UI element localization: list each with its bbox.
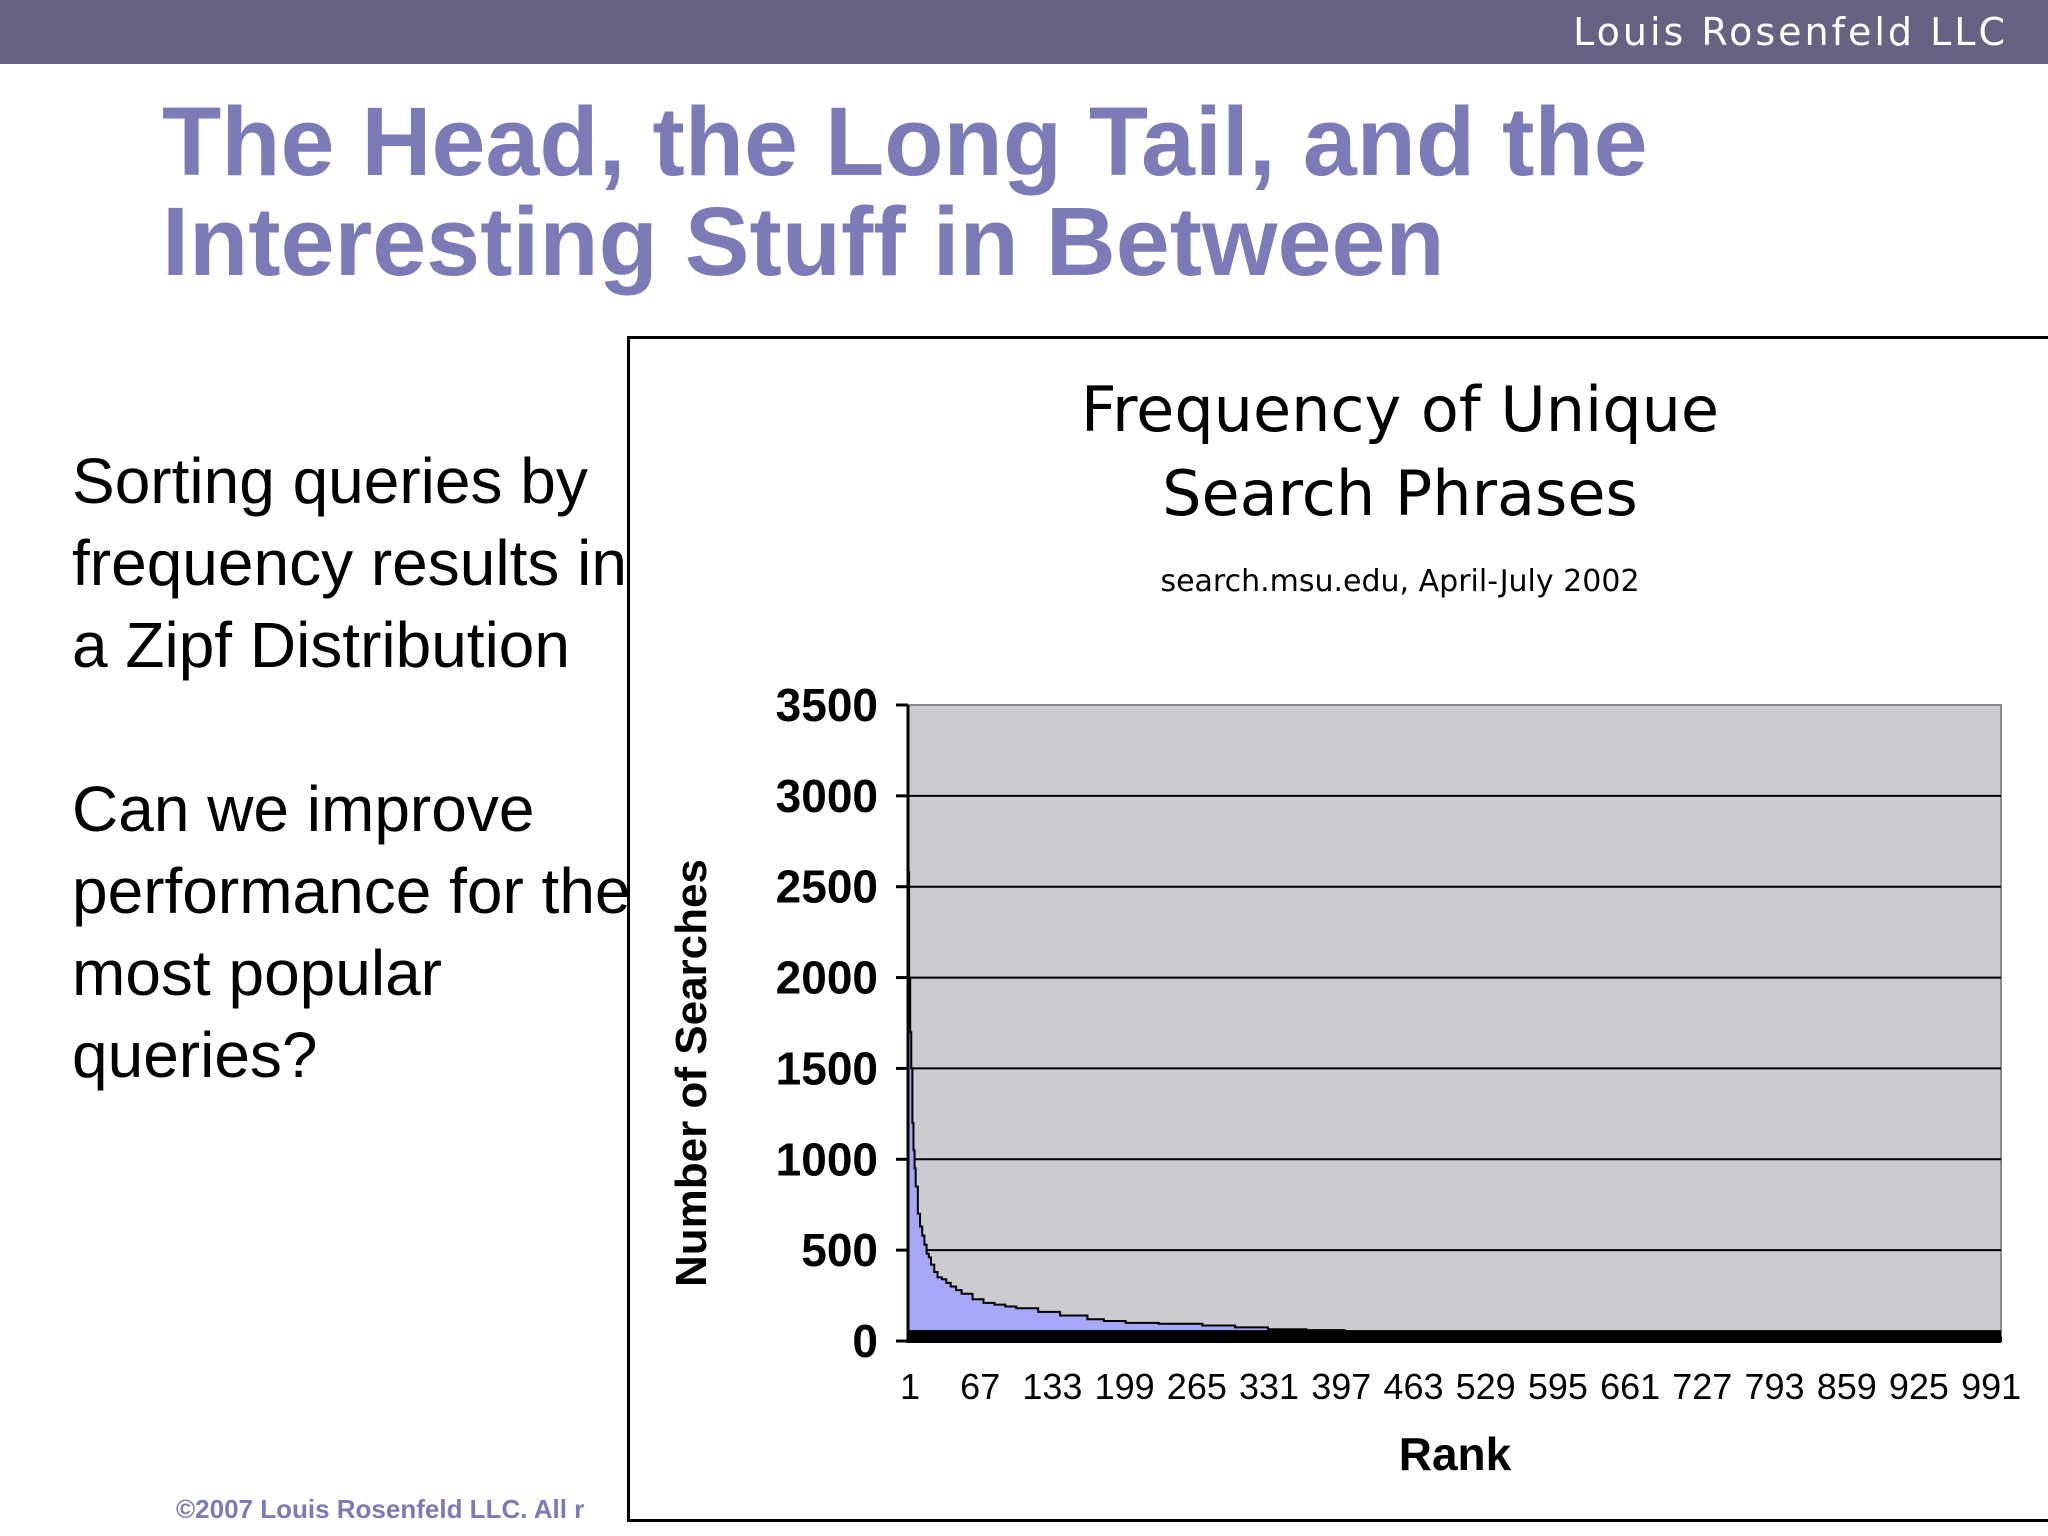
- x-tick-label: 133: [1022, 1366, 1082, 1407]
- x-tick-label: 265: [1167, 1366, 1227, 1407]
- x-tick-label: 925: [1889, 1366, 1949, 1407]
- y-tick-label: 3000: [776, 770, 878, 822]
- x-tick-label: 859: [1817, 1366, 1877, 1407]
- x-tick-label: 397: [1311, 1366, 1371, 1407]
- x-tick-label: 67: [960, 1366, 1000, 1407]
- x-tick-label: 463: [1383, 1366, 1443, 1407]
- y-tick-label: 0: [852, 1315, 878, 1367]
- frequency-chart: 0 500 1000 1500 2000 2500 3000 3500 1 67 133 199 26…: [667, 373, 2021, 1480]
- body-paragraph-zipf: Sorting queries by frequency results in …: [72, 445, 627, 681]
- y-tick-label: 2000: [776, 952, 878, 1004]
- tail-baseline-band: [908, 1330, 2001, 1343]
- slide-title-line-1: The Head, the Long Tail, and the: [162, 87, 1648, 196]
- y-tick-label: 2500: [776, 861, 878, 913]
- y-tick-label: 1500: [776, 1042, 878, 1094]
- x-tick-label: 331: [1239, 1366, 1299, 1407]
- y-tick-labels: 0 500 1000 1500 2000 2500 3000 3500: [776, 679, 908, 1367]
- slide-title: The Head, the Long Tail, and the Interes…: [162, 92, 1962, 292]
- x-tick-label: 793: [1744, 1366, 1804, 1407]
- x-tick-label: 199: [1095, 1366, 1155, 1407]
- chart-title-line-2: Search Phrases: [1162, 457, 1638, 530]
- x-axis-label: Rank: [1399, 1428, 1512, 1480]
- brand-logo-text: Louis Rosenfeld LLC: [1573, 10, 2008, 54]
- x-tick-labels: 1 67 133 199 265 331 397 463 529 595 661 727 793 859 9…: [900, 1366, 2021, 1407]
- x-tick-label: 991: [1961, 1366, 2021, 1407]
- top-bar: Louis Rosenfeld LLC: [0, 0, 2048, 64]
- chart-title-line-1: Frequency of Unique: [1081, 373, 1719, 446]
- y-tick-label: 3500: [776, 679, 878, 731]
- copyright-footer: ©2007 Louis Rosenfeld LLC. All r: [176, 1494, 585, 1524]
- slide-body: Sorting queries by frequency results in …: [72, 440, 632, 1178]
- y-tick-label: 1000: [776, 1133, 878, 1185]
- y-axis-label: Number of Searches: [667, 859, 716, 1287]
- gridlines: [908, 794, 2001, 1252]
- x-tick-label: 727: [1672, 1366, 1732, 1407]
- x-tick-label: 1: [900, 1366, 920, 1407]
- x-tick-label: 661: [1600, 1366, 1660, 1407]
- x-tick-label: 595: [1528, 1366, 1588, 1407]
- body-paragraph-question: Can we improve performance for the most …: [72, 773, 631, 1091]
- x-tick-label: 529: [1456, 1366, 1516, 1407]
- plot-area: [907, 704, 2002, 1342]
- chart-subtitle: search.msu.edu, April-July 2002: [1160, 564, 1639, 599]
- chart-frame: 0 500 1000 1500 2000 2500 3000 3500 1 67 133 199 26…: [627, 336, 2048, 1522]
- slide-title-line-2: Interesting Stuff in Between: [162, 187, 1445, 296]
- y-tick-label: 500: [801, 1224, 878, 1276]
